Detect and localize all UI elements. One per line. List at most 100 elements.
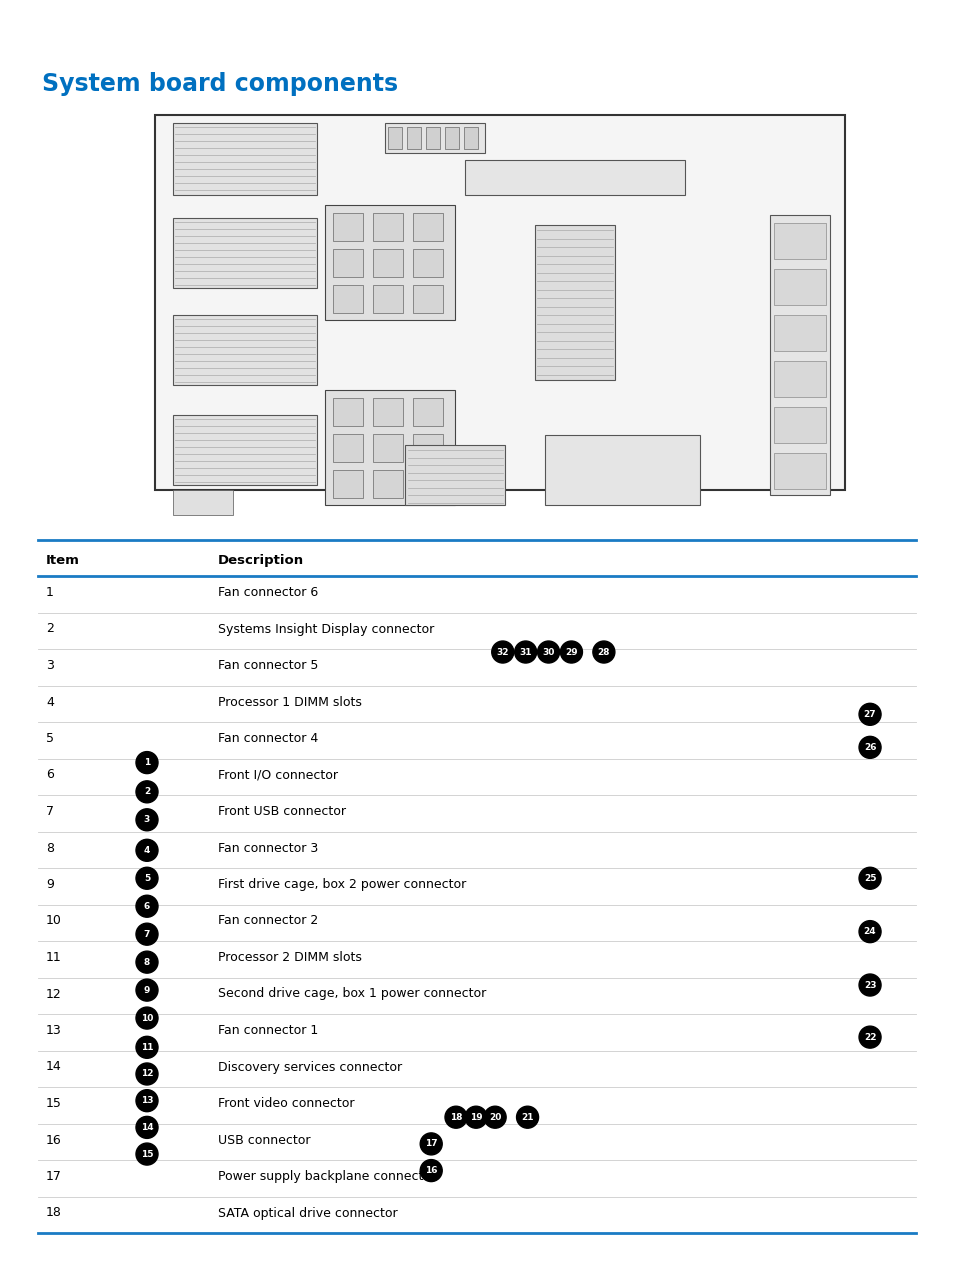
Text: 16: 16 — [424, 1166, 437, 1176]
FancyBboxPatch shape — [373, 285, 402, 313]
Point — [169, 361, 180, 376]
Text: Systems Insight Display connector: Systems Insight Display connector — [218, 623, 434, 636]
Point — [309, 468, 320, 483]
Circle shape — [136, 1089, 158, 1112]
FancyBboxPatch shape — [773, 407, 825, 444]
Circle shape — [516, 1106, 538, 1129]
Text: Second drive cage, box 1 power connector: Second drive cage, box 1 power connector — [218, 988, 486, 1000]
Point — [531, 282, 542, 297]
Point — [169, 446, 180, 461]
Point — [169, 426, 180, 441]
Circle shape — [858, 736, 881, 759]
Point — [309, 339, 320, 355]
Circle shape — [514, 641, 537, 663]
Point — [309, 229, 320, 244]
FancyBboxPatch shape — [172, 219, 316, 289]
Circle shape — [136, 780, 158, 803]
Text: 8: 8 — [144, 957, 150, 967]
Text: System board components: System board components — [42, 72, 397, 97]
FancyBboxPatch shape — [373, 249, 402, 277]
Point — [169, 440, 180, 455]
FancyBboxPatch shape — [388, 127, 401, 149]
FancyBboxPatch shape — [373, 398, 402, 426]
Point — [169, 221, 180, 236]
Text: 11: 11 — [46, 951, 62, 963]
Point — [607, 248, 618, 263]
Text: 11: 11 — [141, 1042, 153, 1052]
Point — [309, 147, 320, 163]
FancyBboxPatch shape — [385, 123, 484, 153]
Point — [531, 239, 542, 254]
Point — [169, 367, 180, 383]
Point — [607, 350, 618, 365]
Text: 26: 26 — [862, 742, 876, 752]
Text: Front I/O connector: Front I/O connector — [218, 769, 337, 782]
Point — [309, 119, 320, 135]
FancyBboxPatch shape — [154, 114, 844, 491]
Circle shape — [559, 641, 582, 663]
Point — [309, 361, 320, 376]
Point — [402, 494, 414, 510]
Circle shape — [136, 1063, 158, 1085]
Text: 1: 1 — [46, 586, 53, 599]
Text: 17: 17 — [424, 1139, 437, 1149]
Text: Processor 1 DIMM slots: Processor 1 DIMM slots — [218, 695, 361, 708]
FancyBboxPatch shape — [444, 127, 458, 149]
Point — [309, 161, 320, 177]
Point — [497, 494, 508, 510]
FancyBboxPatch shape — [373, 470, 402, 498]
Point — [309, 440, 320, 455]
Text: Fan connector 3: Fan connector 3 — [218, 841, 318, 854]
Text: 4: 4 — [144, 845, 150, 855]
Text: Processor 2 DIMM slots: Processor 2 DIMM slots — [218, 951, 361, 963]
Circle shape — [136, 808, 158, 831]
FancyBboxPatch shape — [413, 285, 442, 313]
Point — [607, 264, 618, 280]
Point — [169, 271, 180, 286]
Text: 24: 24 — [862, 927, 876, 937]
Point — [309, 257, 320, 272]
Point — [169, 257, 180, 272]
Point — [169, 140, 180, 155]
Point — [169, 277, 180, 292]
Point — [169, 249, 180, 264]
Point — [309, 182, 320, 197]
Point — [309, 277, 320, 292]
Text: 6: 6 — [144, 901, 150, 911]
FancyBboxPatch shape — [413, 249, 442, 277]
Text: 3: 3 — [144, 815, 150, 825]
Point — [531, 222, 542, 238]
FancyBboxPatch shape — [172, 315, 316, 385]
FancyBboxPatch shape — [773, 315, 825, 351]
Point — [169, 418, 180, 433]
Circle shape — [136, 895, 158, 918]
Circle shape — [464, 1106, 487, 1129]
Circle shape — [136, 951, 158, 974]
Point — [309, 432, 320, 447]
Point — [169, 235, 180, 250]
Point — [607, 239, 618, 254]
Text: 8: 8 — [46, 841, 54, 854]
Circle shape — [592, 641, 615, 663]
FancyBboxPatch shape — [333, 433, 363, 461]
Point — [531, 342, 542, 357]
Circle shape — [136, 867, 158, 890]
Point — [607, 342, 618, 357]
Circle shape — [136, 1143, 158, 1166]
Point — [169, 454, 180, 469]
Point — [169, 311, 180, 327]
FancyBboxPatch shape — [413, 470, 442, 498]
Point — [169, 318, 180, 333]
Point — [531, 257, 542, 272]
FancyBboxPatch shape — [373, 433, 402, 461]
Text: SATA optical drive connector: SATA optical drive connector — [218, 1206, 397, 1219]
Point — [169, 375, 180, 390]
Point — [497, 473, 508, 488]
Point — [169, 353, 180, 369]
Circle shape — [483, 1106, 506, 1129]
Point — [531, 290, 542, 305]
FancyBboxPatch shape — [333, 398, 363, 426]
Point — [607, 231, 618, 247]
FancyBboxPatch shape — [535, 225, 615, 380]
FancyBboxPatch shape — [172, 491, 233, 515]
